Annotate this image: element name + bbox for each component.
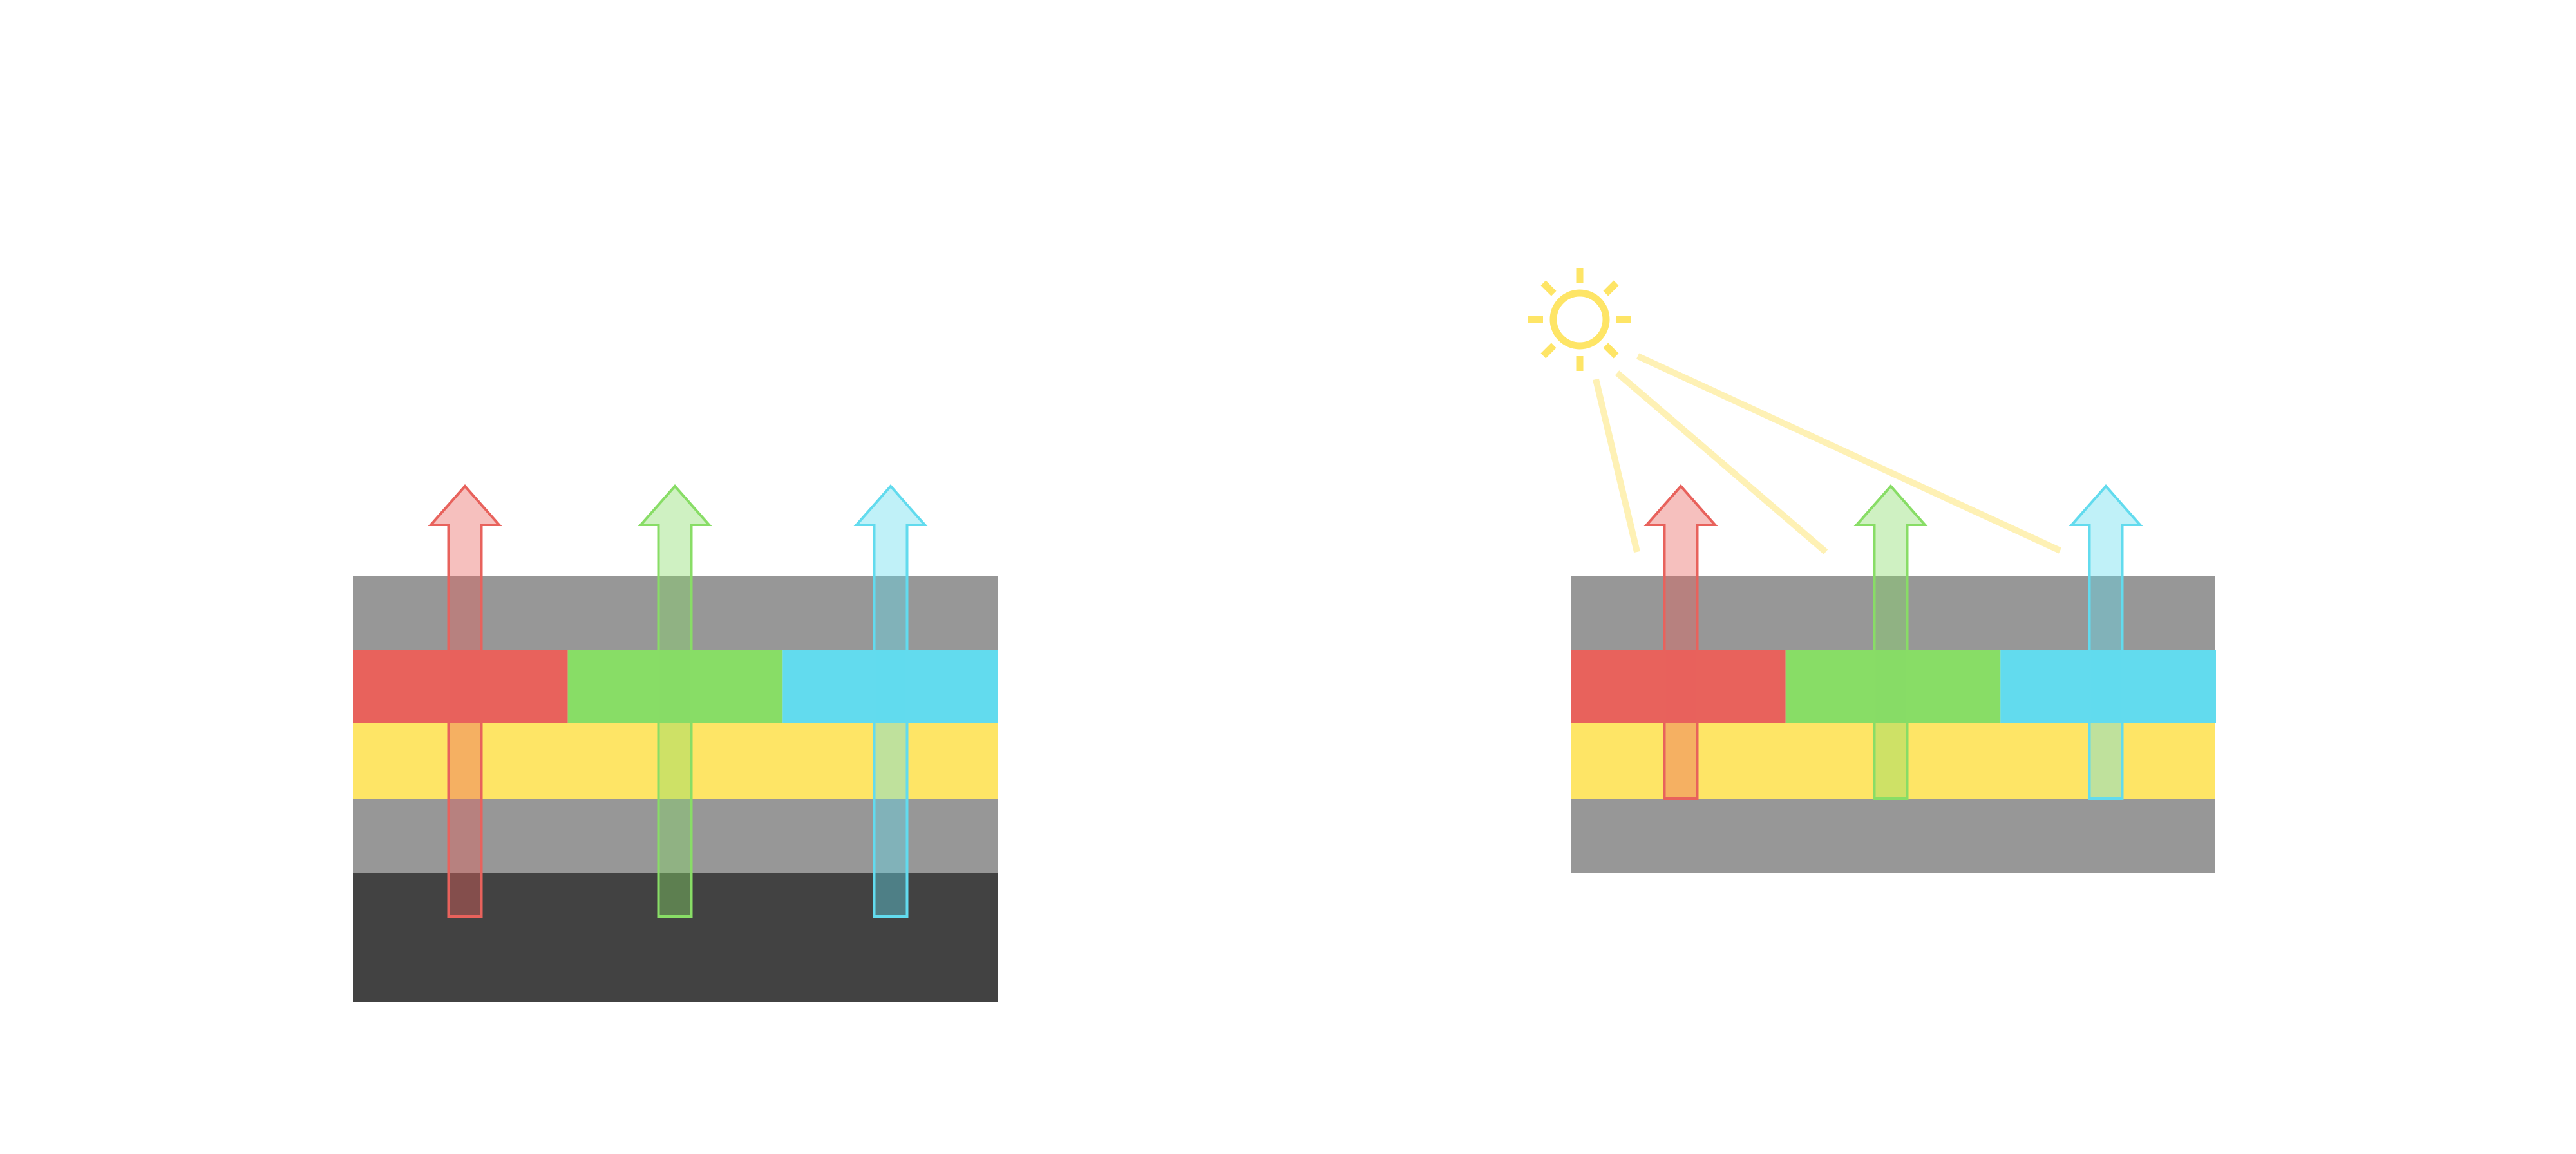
ambient-light-ray xyxy=(1593,378,1640,553)
light-rays xyxy=(1593,353,2062,554)
yellow-layer xyxy=(353,723,998,799)
sun-ray xyxy=(1540,280,1557,296)
left-layer-stack xyxy=(353,576,998,1002)
sun-disc xyxy=(1549,289,1610,350)
yellow-layer xyxy=(1571,723,2215,799)
sun-ray xyxy=(1603,280,1619,296)
top-gray-layer xyxy=(353,576,998,650)
red-arrow-up-icon xyxy=(1643,484,1718,800)
green-subpixel-layer xyxy=(567,650,783,723)
green-arrow-up-icon xyxy=(638,484,712,918)
red-subpixel-layer xyxy=(1571,650,1786,723)
red-subpixel-layer xyxy=(353,650,568,723)
cyan-subpixel-layer xyxy=(782,650,998,723)
right-layer-stack xyxy=(1571,576,2216,873)
ambient-light-ray xyxy=(1636,353,2062,554)
green-subpixel-layer xyxy=(1785,650,2001,723)
right-emission-arrows xyxy=(1643,484,2143,800)
sun-ray xyxy=(1603,343,1619,359)
ambient-light-ray xyxy=(1615,370,1828,554)
green-arrow-up-icon xyxy=(1853,484,1928,800)
left-emission-arrows xyxy=(428,484,928,918)
sun-icon xyxy=(1528,268,1631,371)
top-gray-layer xyxy=(1571,576,2215,650)
red-arrow-up-icon xyxy=(428,484,502,918)
bottom-gray-layer xyxy=(353,799,998,873)
bottom-gray-layer xyxy=(1571,799,2215,873)
dark-base-layer xyxy=(353,873,998,1002)
cyan-subpixel-layer xyxy=(2000,650,2216,723)
cyan-arrow-up-icon xyxy=(2069,484,2143,800)
sun-ray xyxy=(1540,343,1557,359)
cyan-arrow-up-icon xyxy=(853,484,928,918)
